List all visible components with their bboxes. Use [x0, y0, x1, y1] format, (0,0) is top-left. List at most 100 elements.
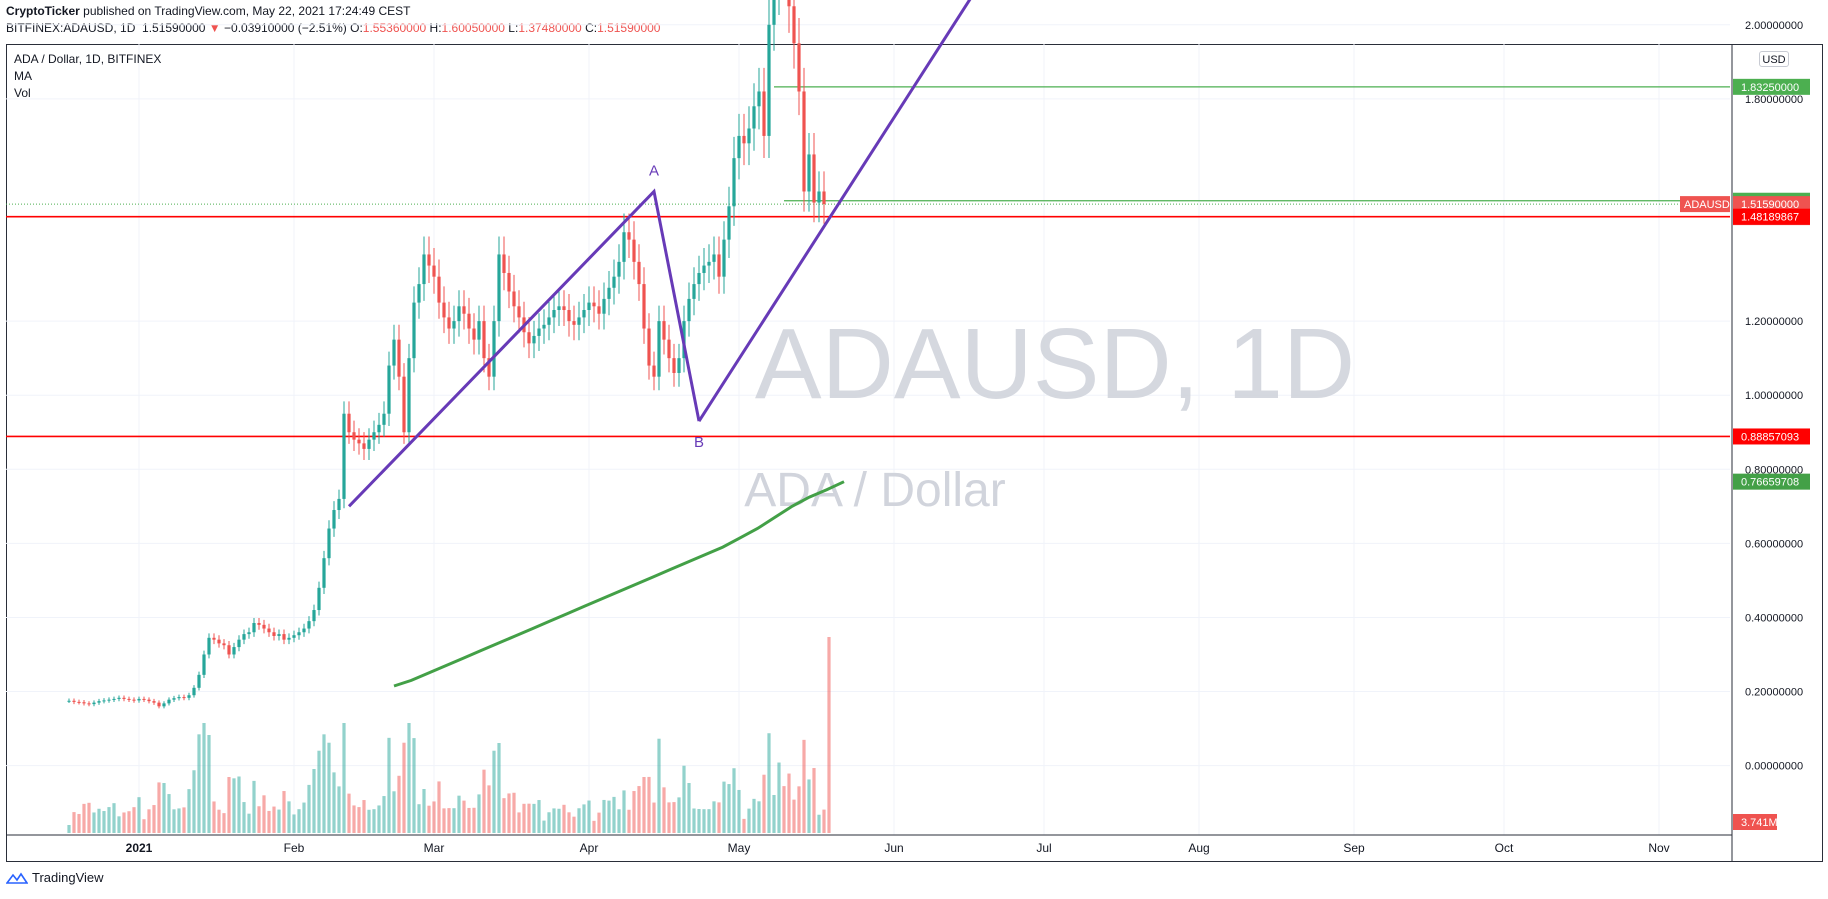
- price-tag-bg: [1733, 78, 1810, 95]
- candle-body: [527, 332, 531, 344]
- volume-bar: [637, 786, 641, 833]
- volume-bar: [597, 812, 601, 833]
- volume-bar: [462, 800, 466, 833]
- x-tick-label: Oct: [1495, 841, 1514, 855]
- candle-body: [502, 254, 506, 273]
- candle-body: [162, 703, 166, 707]
- candle-body: [347, 413, 351, 433]
- volume-bar: [492, 750, 496, 833]
- footer-brand[interactable]: TradingView: [6, 870, 104, 885]
- volume-bar: [402, 742, 406, 833]
- volume-bar: [367, 809, 371, 833]
- volume-bar: [137, 797, 141, 833]
- candle-body: [122, 697, 126, 699]
- candle-body: [812, 154, 816, 203]
- volume-bar: [627, 809, 631, 833]
- candle-body: [447, 317, 451, 329]
- candle-body: [112, 698, 116, 700]
- volume-bar: [117, 816, 121, 833]
- volume-bar: [677, 797, 681, 833]
- candle-body: [602, 298, 606, 314]
- volume-bar: [277, 809, 281, 833]
- volume-bar: [257, 806, 261, 833]
- volume-bar: [657, 738, 661, 833]
- brand-label: TradingView: [32, 870, 104, 885]
- candle-body: [317, 587, 321, 611]
- publisher-name[interactable]: CryptoTicker: [6, 4, 80, 18]
- candle-body: [302, 628, 306, 633]
- volume-bar: [552, 808, 556, 833]
- candle-body: [372, 432, 376, 440]
- volume-bar: [587, 800, 591, 833]
- currency-button[interactable]: USD: [1759, 51, 1789, 67]
- volume-bar: [227, 777, 231, 833]
- price-tag-bg: [1733, 473, 1810, 490]
- volume-bar: [727, 784, 731, 833]
- candle-body: [287, 637, 291, 640]
- volume-bar: [477, 794, 481, 833]
- volume-bar: [802, 739, 806, 833]
- candle-body: [597, 306, 601, 314]
- y-tick-label: 1.80000000: [1745, 94, 1803, 106]
- volume-bar: [207, 735, 211, 833]
- volume-bar: [307, 784, 311, 833]
- y-tick-label: 1.20000000: [1745, 316, 1803, 328]
- volume-bar: [797, 786, 801, 833]
- candle-body: [237, 639, 241, 648]
- y-tick-label: 0.00000000: [1745, 761, 1803, 773]
- volume-bar: [392, 791, 396, 833]
- candle-body: [742, 135, 746, 144]
- candle-body: [192, 687, 196, 696]
- candle-body: [722, 239, 726, 277]
- volume-bar: [517, 812, 521, 833]
- candle-body: [252, 622, 256, 633]
- volume-bar: [562, 804, 566, 833]
- legend-vol[interactable]: Vol: [14, 86, 31, 100]
- price-tag-bg: [1733, 208, 1810, 225]
- candle-body: [587, 302, 591, 311]
- candle-body: [222, 643, 226, 646]
- volume-bar: [107, 807, 111, 833]
- legend-ma[interactable]: MA: [14, 69, 32, 83]
- volume-tag: 3.741M: [1741, 817, 1778, 829]
- volume-bar: [197, 734, 201, 833]
- x-tick-label: Jun: [884, 841, 903, 855]
- candle-body: [697, 272, 701, 285]
- chart-frame[interactable]: [6, 44, 1823, 862]
- volume-bars: [67, 637, 831, 833]
- candle-body: [132, 699, 136, 701]
- down-arrow-icon: ▼: [208, 21, 221, 35]
- y-tick-label: 1.00000000: [1745, 390, 1803, 402]
- volume-bar: [702, 809, 706, 833]
- price-tags: 1.832500001.525000001.5159000008:35:121.…: [1680, 78, 1810, 830]
- volume-bar: [787, 773, 791, 833]
- candle-body: [482, 321, 486, 359]
- candle-body: [412, 302, 416, 359]
- volume-bar: [212, 801, 216, 833]
- candle-body: [97, 701, 101, 703]
- volume-bar: [417, 804, 421, 833]
- watermark-name: ADA / Dollar: [744, 464, 1005, 517]
- volume-bar: [617, 809, 621, 833]
- volume-bar: [707, 809, 711, 833]
- volume-bar: [217, 809, 221, 833]
- volume-bar: [77, 813, 81, 833]
- volume-bar: [242, 802, 246, 833]
- candle-body: [657, 321, 661, 377]
- candle-body: [337, 498, 341, 511]
- volume-bar: [452, 808, 456, 833]
- candle-body: [307, 621, 311, 629]
- volume-bar: [357, 807, 361, 833]
- volume-bar: [442, 808, 446, 833]
- volume-bar: [532, 803, 536, 833]
- candle-body: [692, 284, 696, 299]
- candle-body: [642, 284, 646, 329]
- candle-body: [242, 634, 246, 640]
- candle-body: [627, 232, 631, 240]
- price-tag: 0.76659708: [1741, 477, 1799, 489]
- volume-bar: [252, 780, 256, 833]
- candle-body: [542, 324, 546, 329]
- candle-body: [497, 254, 501, 322]
- volume-bar: [537, 800, 541, 833]
